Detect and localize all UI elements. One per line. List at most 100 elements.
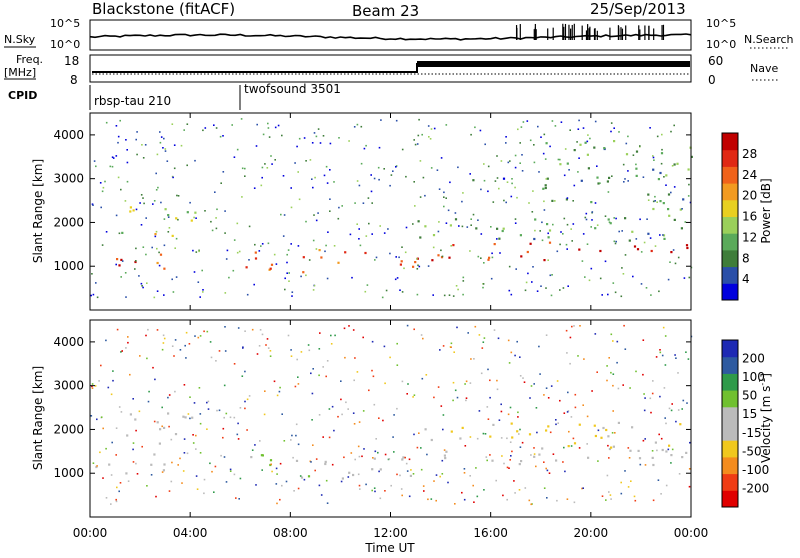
scatter-cell bbox=[574, 406, 577, 409]
colorbar-swatch bbox=[722, 440, 738, 458]
scatter-cell bbox=[404, 456, 406, 459]
scatter-cell bbox=[202, 129, 204, 132]
scatter-cell bbox=[521, 170, 524, 172]
scatter-cell bbox=[273, 253, 276, 256]
echo-cell bbox=[108, 463, 111, 466]
scatter-cell bbox=[448, 294, 451, 296]
scatter-cell bbox=[362, 202, 365, 204]
scatter-cell bbox=[532, 266, 534, 268]
scatter-cell bbox=[651, 450, 654, 452]
scatter-cell bbox=[389, 252, 391, 255]
scatter-cell bbox=[383, 168, 385, 170]
scatter-cell bbox=[228, 276, 230, 279]
scatter-cell bbox=[545, 467, 547, 470]
scatter-cell bbox=[622, 163, 625, 166]
scatter-cell bbox=[229, 468, 232, 471]
scatter-cell bbox=[418, 265, 421, 268]
scatter-cell bbox=[463, 472, 466, 474]
echo-cell bbox=[120, 258, 123, 261]
scatter-cell bbox=[514, 218, 517, 220]
scatter-cell bbox=[115, 155, 118, 157]
scatter-cell bbox=[571, 240, 573, 242]
scatter-cell bbox=[177, 195, 180, 197]
scatter-cell bbox=[246, 293, 249, 296]
scatter-cell bbox=[232, 269, 235, 272]
colorbar-swatch bbox=[722, 406, 738, 424]
scatter-cell bbox=[554, 200, 556, 202]
echo-cell bbox=[158, 442, 161, 445]
scatter-cell bbox=[127, 341, 129, 344]
scatter-cell bbox=[658, 290, 660, 293]
echo-cell bbox=[519, 234, 522, 237]
scatter-cell bbox=[606, 365, 608, 367]
scatter-cell bbox=[559, 399, 561, 402]
echo-cell bbox=[567, 445, 570, 448]
scatter-cell bbox=[104, 180, 106, 183]
scatter-cell bbox=[572, 437, 575, 440]
scatter-cell bbox=[555, 423, 557, 426]
scatter-cell bbox=[266, 338, 269, 340]
scatter-cell bbox=[385, 289, 388, 292]
scatter-cell bbox=[412, 223, 414, 225]
scatter-cell bbox=[163, 294, 165, 296]
nsky-trace bbox=[89, 33, 692, 41]
scatter-cell bbox=[461, 200, 463, 203]
scatter-cell bbox=[563, 446, 565, 449]
echo-cell bbox=[502, 227, 505, 230]
colorbar-tick-label: 100 bbox=[742, 370, 765, 384]
scatter-cell bbox=[670, 462, 672, 464]
scatter-cell bbox=[124, 200, 127, 202]
echo-cell bbox=[341, 477, 344, 480]
echo-cell bbox=[542, 187, 545, 190]
scatter-cell bbox=[362, 410, 365, 412]
echo-cell bbox=[587, 167, 590, 170]
scatter-cell bbox=[146, 485, 148, 487]
scatter-cell bbox=[654, 200, 656, 202]
scatter-cell bbox=[276, 473, 278, 475]
scatter-cell bbox=[483, 262, 485, 264]
scatter-cell bbox=[424, 194, 426, 197]
scatter-cell bbox=[640, 283, 643, 285]
scatter-cell bbox=[365, 483, 367, 486]
echo-cell bbox=[520, 255, 523, 258]
scatter-cell bbox=[213, 124, 215, 126]
echo-cell bbox=[593, 424, 596, 427]
scatter-cell bbox=[443, 449, 446, 451]
scatter-cell bbox=[550, 385, 553, 387]
scatter-cell bbox=[483, 179, 486, 182]
echo-cell bbox=[449, 224, 452, 227]
scatter-cell bbox=[116, 328, 119, 331]
scatter-cell bbox=[649, 127, 651, 129]
scatter-cell bbox=[254, 243, 256, 246]
scatter-cell bbox=[265, 344, 267, 346]
scatter-cell bbox=[480, 372, 483, 375]
scatter-cell bbox=[132, 398, 134, 400]
scatter-cell bbox=[404, 251, 407, 254]
scatter-cell bbox=[505, 142, 507, 144]
scatter-cell bbox=[470, 218, 472, 220]
scatter-cell bbox=[532, 190, 534, 192]
scatter-cell bbox=[505, 136, 507, 138]
echo-cell bbox=[545, 142, 548, 145]
scatter-cell bbox=[465, 397, 468, 399]
scatter-cell bbox=[420, 468, 423, 471]
scatter-cell bbox=[168, 490, 171, 492]
echo-cell bbox=[573, 442, 577, 445]
scatter-cell bbox=[314, 469, 316, 472]
scatter-cell bbox=[452, 295, 455, 297]
scatter-cell bbox=[374, 490, 376, 493]
scatter-cell bbox=[396, 364, 399, 366]
scatter-cell bbox=[120, 351, 122, 353]
scatter-cell bbox=[171, 345, 174, 347]
scatter-cell bbox=[101, 244, 104, 246]
scatter-cell bbox=[136, 473, 139, 475]
scatter-cell bbox=[677, 256, 680, 259]
scatter-cell bbox=[390, 174, 393, 176]
scatter-cell bbox=[487, 368, 489, 371]
colorbar-tick-label: 8 bbox=[742, 251, 750, 265]
scatter-cell bbox=[650, 411, 652, 414]
scatter-cell bbox=[326, 360, 329, 362]
scatter-cell bbox=[439, 475, 441, 478]
scatter-cell bbox=[193, 216, 195, 219]
colorbar-swatch bbox=[722, 283, 738, 301]
